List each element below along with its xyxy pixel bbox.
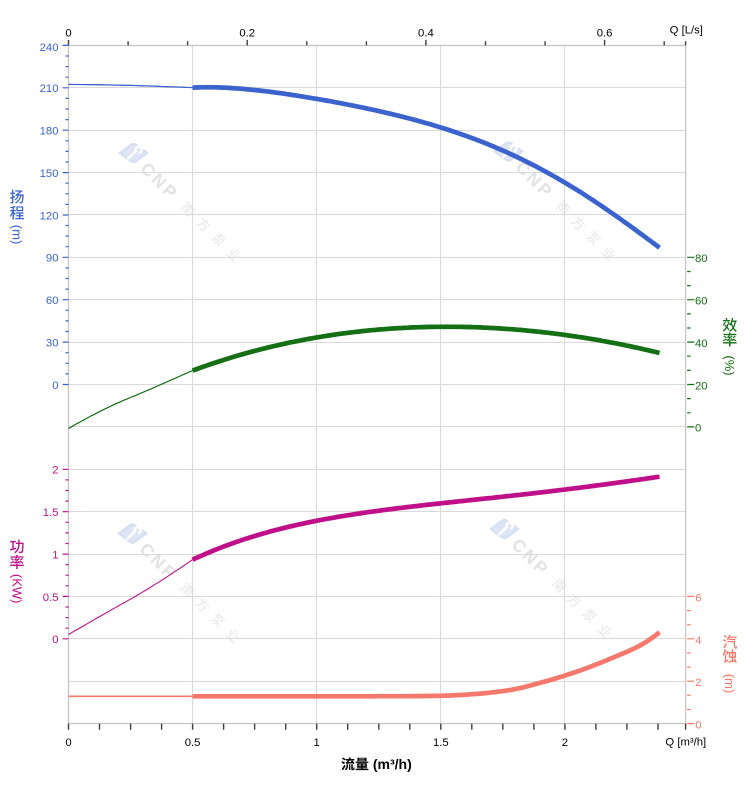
svg-text:150: 150 [40, 168, 59, 180]
svg-text:60: 60 [695, 296, 708, 308]
svg-text:90: 90 [46, 253, 59, 265]
svg-text:0.2: 0.2 [239, 28, 255, 40]
svg-text:2: 2 [52, 465, 58, 477]
svg-text:6: 6 [695, 592, 701, 604]
svg-text:120: 120 [40, 210, 59, 222]
svg-text:(m): (m) [9, 225, 24, 245]
svg-text:60: 60 [46, 295, 59, 307]
svg-text:20: 20 [695, 380, 708, 392]
svg-text:0: 0 [65, 28, 71, 40]
svg-text:0: 0 [52, 380, 58, 392]
svg-text:0.5: 0.5 [185, 737, 201, 749]
svg-text:0: 0 [695, 720, 701, 732]
svg-text:1.5: 1.5 [433, 737, 449, 749]
svg-text:(KW): (KW) [9, 574, 24, 604]
svg-text:0.5: 0.5 [43, 592, 59, 604]
svg-text:30: 30 [46, 338, 59, 350]
svg-text:(%): (%) [722, 355, 737, 375]
svg-text:40: 40 [695, 338, 708, 350]
svg-text:Q [m³/h]: Q [m³/h] [665, 736, 706, 748]
svg-text:4: 4 [695, 635, 701, 647]
svg-text:(m): (m) [722, 674, 737, 694]
svg-text:0: 0 [52, 634, 58, 646]
svg-text:1.5: 1.5 [43, 507, 59, 519]
svg-text:0: 0 [695, 423, 701, 435]
svg-text:0.4: 0.4 [418, 28, 434, 40]
svg-text:2: 2 [562, 737, 568, 749]
svg-text:210: 210 [40, 83, 59, 95]
svg-text:240: 240 [40, 42, 59, 54]
svg-text:2: 2 [695, 677, 701, 689]
svg-text:1: 1 [52, 549, 58, 561]
svg-text:(m³/h): (m³/h) [373, 756, 412, 772]
svg-text:180: 180 [40, 126, 59, 138]
svg-text:0.6: 0.6 [597, 28, 613, 40]
svg-text:Q [L/s]: Q [L/s] [670, 25, 703, 37]
svg-text:80: 80 [695, 253, 708, 265]
svg-text:0: 0 [65, 737, 71, 749]
svg-text:1: 1 [314, 737, 320, 749]
